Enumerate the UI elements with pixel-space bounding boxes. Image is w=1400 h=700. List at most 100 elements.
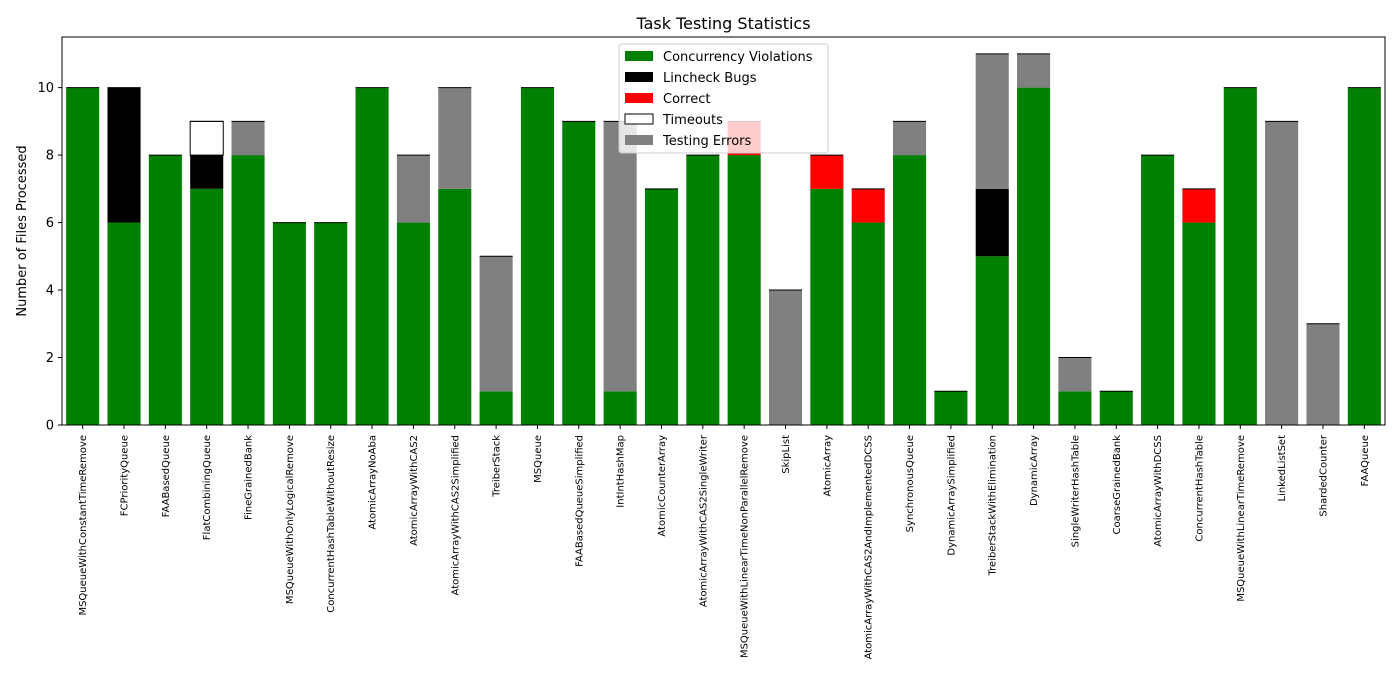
legend-swatch-testing-errors (625, 135, 653, 145)
x-tick-label-treiberstack: TreiberStack (492, 435, 503, 498)
bar-testing-errors-finegrainedbank (231, 121, 265, 156)
x-tick-label-atomicarraywithcas2singlewriter: AtomicArrayWithCAS2SingleWriter (698, 434, 709, 607)
x-tick-label-msqueuewithconstanttimeremove: MSQueueWithConstantTimeRemove (78, 435, 89, 616)
bar-concurrency-violations-atomicarray (810, 188, 844, 425)
bar-concurrency-violations-atomicarraywithcas2simplified (438, 188, 472, 425)
bar-concurrency-violations-intinthashmap (603, 391, 637, 425)
bar-concurrency-violations-atomicarraynoaba (355, 87, 389, 426)
bar-testing-errors-treiberstack (479, 256, 513, 392)
legend-swatch-correct (625, 93, 653, 103)
x-tick-label-msqueuewithonlylogicalremove: MSQueueWithOnlyLogicalRemove (285, 435, 296, 604)
bar-concurrency-violations-synchronousqueue (893, 155, 927, 425)
legend-swatch-concurrency-violations (625, 51, 653, 61)
plot-frame (61, 36, 1386, 426)
bars-layer (66, 53, 1381, 426)
y-tick-label: 2 (46, 351, 54, 366)
axes-layer: 0 2 4 6 8 10 MSQueueWithConstantTimeRemove FCPr… (37, 36, 1386, 659)
bar-concurrency-violations-atomiccounterarray (644, 188, 679, 425)
bar-concurrency-violations-faabasedqueue (148, 155, 182, 425)
x-tick-label-msqueue: MSQueue (533, 435, 544, 483)
x-tick-label-concurrenthashtablewithoutresize: ConcurrentHashTableWithoutResize (326, 435, 337, 613)
x-tick-label-msqueuewithlineartimenonparallelremove: MSQueueWithLinearTimeNonParallelRemove (740, 435, 751, 658)
bar-correct-atomicarray (810, 155, 844, 189)
x-tick-label-singlewriterhashtable: SingleWriterHashTable (1070, 435, 1081, 547)
bar-concurrency-violations-faabasedqueuesimplified (562, 121, 596, 425)
y-tick-label: 8 (46, 149, 54, 164)
legend-label-testing-errors: Testing Errors (662, 134, 752, 149)
x-tick-label-msqueuewithlineartimeremove: MSQueueWithLinearTimeRemove (1236, 435, 1247, 602)
x-tick-label-shardedcounter: ShardedCounter (1318, 434, 1329, 516)
x-tick-label-atomicarraywithcas2simplified: AtomicArrayWithCAS2Simplified (450, 435, 461, 595)
bar-concurrency-violations-concurrenthashtablewithoutresize (314, 222, 348, 425)
bar-concurrency-violations-faaqueue (1347, 87, 1381, 426)
bar-concurrency-violations-atomicarraywithcas2andimplementeddcss (851, 222, 885, 425)
bar-concurrency-violations-concurrenthashtable (1182, 222, 1216, 425)
bar-concurrency-violations-dynamicarray (1017, 87, 1051, 426)
y-tick-label: 4 (46, 284, 54, 299)
x-tick-label-atomicarray: AtomicArray (822, 435, 833, 497)
x-tick-label-dynamicarray: DynamicArray (1029, 435, 1040, 506)
bar-lincheck-bugs-fcpriorityqueue (107, 87, 141, 223)
bar-testing-errors-synchronousqueue (893, 121, 927, 156)
y-tick-label: 6 (46, 216, 54, 231)
bar-concurrency-violations-atomicarraywithcas2singlewriter (686, 155, 720, 425)
y-tick-label: 0 (46, 419, 54, 434)
legend-box (618, 43, 829, 154)
x-tick-label-atomicarraynoaba: AtomicArrayNoAba (368, 435, 379, 530)
bar-testing-errors-dynamicarray (1017, 53, 1051, 88)
bar-concurrency-violations-treiberstackwithelimination (975, 256, 1009, 425)
x-tick-label-concurrenthashtable: ConcurrentHashTable (1194, 435, 1205, 542)
x-tick-label-faabasedqueue: FAABasedQueue (161, 435, 172, 517)
bar-testing-errors-singlewriterhashtable (1058, 357, 1092, 392)
bar-testing-errors-intinthashmap (603, 121, 637, 392)
bar-lincheck-bugs-flatcombiningqueue (190, 155, 224, 189)
x-tick-label-faabasedqueuesimplified: FAABasedQueueSimplified (574, 435, 585, 567)
x-tick-label-fcpriorityqueue: FCPriorityQueue (120, 435, 131, 516)
bar-testing-errors-treiberstackwithelimination (975, 53, 1009, 189)
bar-concurrency-violations-msqueuewithonlylogicalremove (272, 222, 306, 425)
bar-concurrency-violations-treiberstack (479, 391, 513, 425)
x-tick-label-synchronousqueue: SynchronousQueue (905, 435, 916, 532)
x-tick-label-dynamicarraysimplified: DynamicArraySimplified (946, 435, 957, 556)
x-tick-label-coarsegrainedbank: CoarseGrainedBank (1112, 435, 1123, 535)
x-tick-label-linkedlistset: LinkedListSet (1277, 435, 1288, 502)
bar-concurrency-violations-finegrainedbank (231, 155, 265, 425)
x-tick-label-intinthashmap: IntIntHashMap (616, 435, 627, 508)
legend-label-concurrency-violations: Concurrency Violations (663, 50, 813, 65)
x-tick-label-skiplist: SkipList (781, 435, 792, 474)
bar-timeouts-flatcombiningqueue (189, 120, 224, 156)
legend: Concurrency Violations Lincheck Bugs Corre… (618, 43, 829, 154)
bar-concurrency-violations-coarsegrainedbank (1099, 391, 1133, 425)
bar-concurrency-violations-dynamicarraysimplified (934, 391, 968, 425)
x-tick-label-flatcombiningqueue: FlatCombiningQueue (202, 435, 213, 540)
legend-label-timeouts: Timeouts (662, 113, 723, 128)
x-tick-label-atomicarraywithdcss: AtomicArrayWithDCSS (1153, 435, 1164, 547)
legend-swatch-timeouts (624, 113, 654, 125)
bar-concurrency-violations-msqueuewithlineartimeremove (1223, 87, 1257, 426)
bar-correct-concurrenthashtable (1182, 188, 1216, 223)
bar-concurrency-violations-msqueuewithlineartimenonparallelremove (727, 155, 761, 425)
bar-concurrency-violations-msqueue (520, 87, 554, 426)
x-tick-label-treiberstackwithelimination: TreiberStackWithElimination (988, 435, 999, 576)
bar-testing-errors-linkedlistset (1265, 121, 1299, 425)
x-tick-label-faaqueue: FAAQueue (1360, 435, 1371, 486)
chart-title: Task Testing Statistics (635, 14, 810, 33)
legend-label-lincheck-bugs: Lincheck Bugs (663, 71, 757, 86)
x-tick-label-finegrainedbank: FineGrainedBank (244, 435, 255, 520)
bar-concurrency-violations-msqueuewithconstanttimeremove (66, 87, 100, 426)
legend-swatch-lincheck-bugs (625, 72, 653, 82)
bar-concurrency-violations-fcpriorityqueue (107, 222, 141, 425)
y-axis-label: Number of Files Processed (15, 145, 30, 316)
bar-concurrency-violations-atomicarraywithdcss (1141, 155, 1175, 425)
y-tick-label: 10 (37, 81, 54, 96)
x-tick-label-atomicarraywithcas2andimplementeddcss: AtomicArrayWithCAS2AndImplementedDCSS (864, 435, 875, 659)
legend-label-correct: Correct (663, 92, 710, 107)
bar-lincheck-bugs-treiberstackwithelimination (975, 188, 1009, 257)
bar-testing-errors-skiplist (768, 290, 803, 425)
bar-testing-errors-atomicarraywithcas2 (396, 155, 430, 223)
x-tick-label-atomiccounterarray: AtomicCounterArray (657, 435, 668, 537)
bar-concurrency-violations-atomicarraywithcas2 (396, 222, 430, 425)
bar-testing-errors-atomicarraywithcas2simplified (438, 87, 472, 189)
x-tick-label-atomicarraywithcas2: AtomicArrayWithCAS2 (409, 435, 420, 546)
